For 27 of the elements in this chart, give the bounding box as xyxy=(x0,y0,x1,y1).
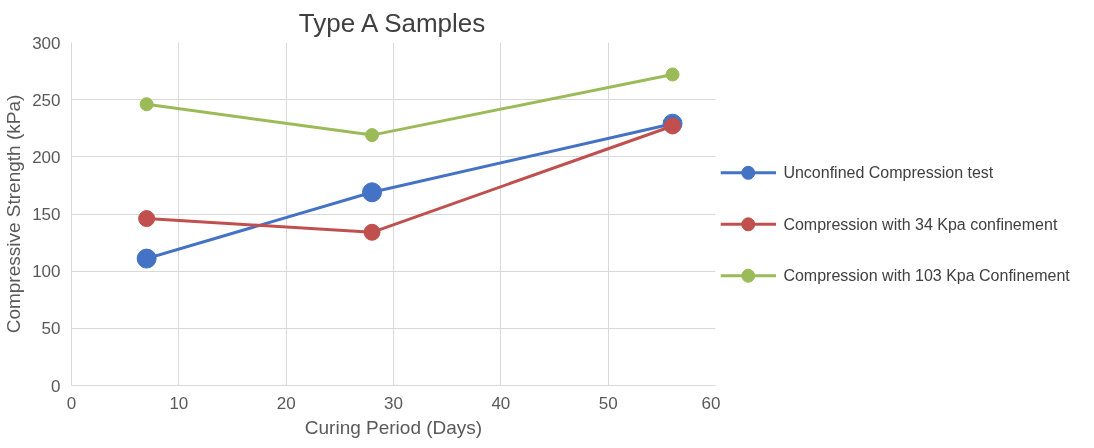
y-axis-title: Compressive Strength (kPa) xyxy=(3,94,25,334)
x-tick-label: 10 xyxy=(169,393,189,413)
point xyxy=(139,97,154,112)
chart-title: Type A Samples xyxy=(298,7,486,38)
y-tick-label: 200 xyxy=(32,147,61,167)
x-axis-title: Curing Period (Days) xyxy=(304,416,483,438)
y-tick-label: 150 xyxy=(32,205,61,224)
y-tick-label: 0 xyxy=(51,376,61,396)
x-tick-label: 0 xyxy=(66,393,77,413)
point xyxy=(665,67,680,82)
point xyxy=(363,223,381,241)
y-tick-label: 100 xyxy=(32,262,61,282)
x-tick-label: 30 xyxy=(384,393,403,413)
x-tick-label: 20 xyxy=(276,393,296,413)
y-tick-label: 250 xyxy=(32,90,61,110)
point xyxy=(365,128,380,143)
y-tick-label: 50 xyxy=(41,319,61,339)
legend-label: Unconfined Compression test xyxy=(783,164,994,182)
y-tick-label: 300 xyxy=(32,33,61,53)
legend-label: Compression with 103 Kpa Confinement xyxy=(783,267,1071,285)
legend-label: Compression with 34 Kpa confinement xyxy=(783,215,1058,233)
x-tick-label: 50 xyxy=(598,393,618,413)
point xyxy=(136,248,157,269)
x-tick-label: 60 xyxy=(701,393,721,413)
point xyxy=(362,182,383,203)
point xyxy=(138,210,156,228)
x-tick-label: 40 xyxy=(491,393,511,413)
